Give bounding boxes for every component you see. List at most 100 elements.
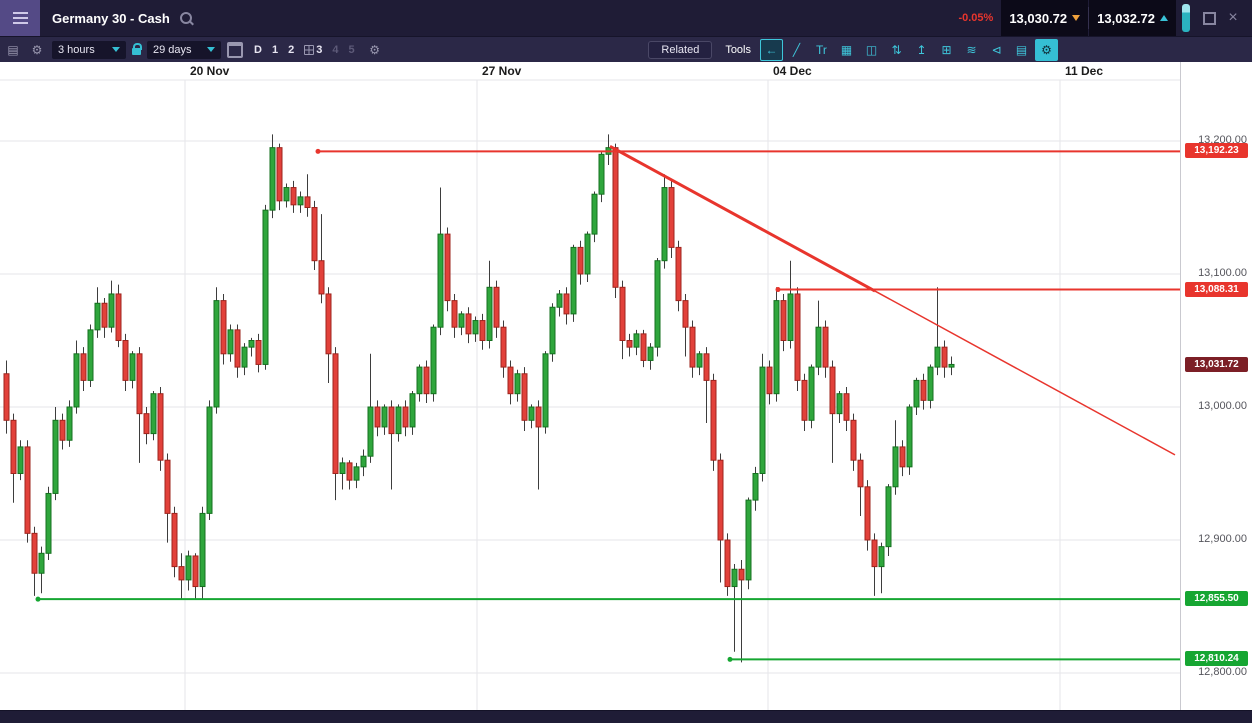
candle-down (164, 459, 171, 514)
grid-tool-icon[interactable]: ▦ (840, 42, 853, 57)
candle-up (269, 147, 276, 211)
price-tag-12855[interactable]: 12,855.50 (1185, 591, 1248, 607)
candle-up (696, 353, 703, 368)
candle-down (80, 353, 87, 381)
interval-button-label: 4 (332, 43, 339, 56)
candle-down (843, 393, 850, 421)
candle-up (927, 366, 934, 401)
instrument-title: Germany 30 - Cash (52, 10, 170, 26)
candle-up (808, 366, 815, 421)
candle-down (388, 406, 395, 435)
close-window-button[interactable]: × (1228, 9, 1238, 26)
search-icon[interactable] (179, 12, 192, 24)
undo-icon[interactable]: ← (760, 38, 783, 61)
wave-tool-icon[interactable]: ≋ (966, 42, 977, 57)
candlestick-chart[interactable]: 20 Nov 27 Nov 04 Dec 11 Dec 13,200.00 13,100… (0, 62, 1252, 710)
candle-down (220, 300, 227, 355)
candle-down (738, 568, 745, 581)
lock-icon[interactable] (132, 43, 142, 55)
restore-icon (1202, 8, 1220, 25)
candle-down (3, 373, 10, 421)
candle-down (115, 293, 122, 341)
related-button[interactable]: Related (648, 40, 713, 59)
candle-down (143, 413, 150, 435)
candlestick-tool-icon[interactable]: ◫ (865, 42, 878, 57)
candle-down (640, 333, 647, 361)
candle-up (731, 568, 738, 588)
chart-plot[interactable] (0, 62, 1180, 710)
candle-down (255, 340, 262, 365)
candle-up (150, 393, 157, 435)
range-dropdown[interactable]: 29 days (147, 40, 221, 59)
price-tag-13192[interactable]: 13,192.23 (1185, 143, 1248, 159)
candle-up (906, 406, 913, 468)
eraser-tool-icon[interactable]: ⊲ (991, 42, 1002, 57)
buy-price: 13,032.72 (1097, 10, 1155, 26)
candle-down (717, 459, 724, 541)
duplicate-chart-icon[interactable]: ⊞ (941, 42, 952, 57)
candle-down (451, 300, 458, 328)
candle-up (94, 302, 101, 331)
candle-down (857, 459, 864, 488)
text-tool-icon[interactable]: Tr (816, 42, 827, 57)
interval-button-5[interactable]: 5 (343, 42, 359, 58)
spreadsheet-icon[interactable]: ▤ (7, 42, 19, 57)
price-tag-13088[interactable]: 13,088.31 (1185, 281, 1248, 297)
candle-up (836, 393, 843, 415)
candle-down (493, 286, 500, 328)
candle-up (339, 462, 346, 474)
current-price-tag[interactable]: 13,031.72 (1185, 356, 1248, 372)
chart-settings-gear-icon[interactable]: ⚙ (31, 42, 43, 57)
interval-button-1[interactable]: 1 (267, 42, 283, 58)
candle-down (332, 353, 339, 474)
interval-button-4[interactable]: 4 (327, 42, 343, 58)
candle-down (479, 320, 486, 341)
candle-up (353, 466, 360, 481)
restore-window-button[interactable] (1198, 7, 1220, 29)
candle-down (619, 286, 626, 342)
chevron-down-icon (207, 47, 215, 52)
candle-down (801, 379, 808, 421)
volume-tool-icon[interactable]: ⇅ (891, 42, 902, 57)
window-scrollbar[interactable] (1182, 4, 1190, 32)
candle-down (535, 406, 542, 428)
descending-trendline (874, 290, 1176, 456)
bottom-scrollbar[interactable] (0, 710, 1252, 723)
candle-down (325, 293, 332, 355)
print-icon[interactable]: ▤ (1015, 42, 1028, 57)
period-dropdown[interactable]: 3 hours (52, 40, 126, 59)
candle-up (262, 209, 269, 365)
candle-up (661, 187, 668, 262)
chart-options-icon[interactable]: ⚙ (1035, 38, 1058, 61)
candle-down (31, 532, 38, 574)
candle-up (647, 346, 654, 361)
candle-up (227, 329, 234, 355)
price-tag-12810[interactable]: 12,810.24 (1185, 651, 1248, 667)
candle-up (416, 366, 423, 395)
candle-up (17, 446, 24, 474)
candle-down (444, 233, 451, 302)
sell-price-button[interactable]: 13,030.72 (1001, 0, 1089, 36)
layout-settings-icon[interactable]: ⚙ (369, 42, 380, 57)
marker-tool-icon[interactable]: ↥ (916, 42, 927, 57)
price-axis[interactable]: 13,200.00 13,100.00 13,000.00 12,900.00 12,8… (1180, 62, 1252, 710)
candle-down (577, 246, 584, 275)
candle-up (430, 326, 437, 395)
interval-button-d[interactable]: D (249, 42, 267, 58)
candle-up (248, 340, 255, 348)
resistance-line-13192-handle (315, 148, 321, 154)
interval-button-2[interactable]: 2 (283, 42, 299, 58)
buy-price-button[interactable]: 13,032.72 (1089, 0, 1176, 36)
interval-button-label: 1 (271, 43, 279, 56)
candle-up (52, 419, 59, 494)
trendline-tool-icon[interactable]: ╱ (792, 42, 801, 57)
interval-button-3[interactable]: 3 (299, 42, 327, 58)
candle-up (591, 193, 598, 235)
candle-up (45, 492, 52, 554)
candle-up (542, 353, 549, 428)
candle-up (87, 329, 94, 381)
calendar-icon[interactable] (227, 41, 243, 58)
menu-button[interactable] (0, 0, 40, 36)
